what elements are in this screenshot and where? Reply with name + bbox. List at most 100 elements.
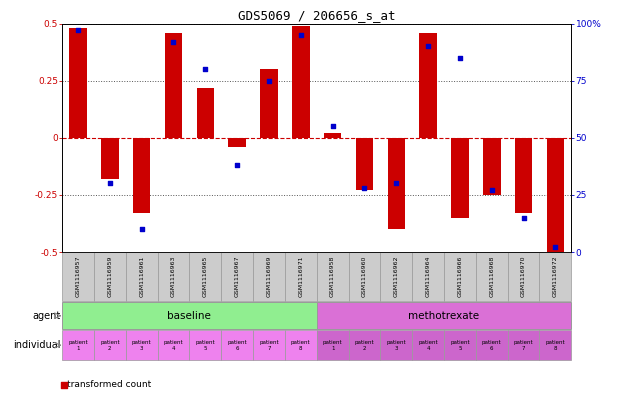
Text: GSM1116964: GSM1116964 bbox=[425, 256, 430, 298]
Text: GSM1116961: GSM1116961 bbox=[139, 256, 144, 298]
Bar bbox=[229, 138, 246, 147]
Text: patient
8: patient 8 bbox=[291, 340, 310, 351]
Point bbox=[391, 180, 401, 187]
Text: agent: agent bbox=[32, 311, 60, 321]
Bar bbox=[540, 252, 571, 301]
Text: patient
3: patient 3 bbox=[132, 340, 152, 351]
Bar bbox=[412, 252, 444, 301]
Bar bbox=[444, 252, 476, 301]
Bar bbox=[508, 330, 540, 360]
Point bbox=[487, 187, 497, 193]
Text: GSM1116958: GSM1116958 bbox=[330, 256, 335, 298]
Point bbox=[519, 215, 528, 221]
Text: GSM1116960: GSM1116960 bbox=[362, 256, 367, 298]
Bar bbox=[515, 138, 532, 213]
Point bbox=[264, 77, 274, 84]
Bar bbox=[483, 138, 501, 195]
Text: baseline: baseline bbox=[168, 311, 211, 321]
Bar bbox=[292, 26, 309, 138]
Bar bbox=[70, 28, 87, 138]
Bar bbox=[388, 138, 405, 229]
Bar bbox=[317, 330, 348, 360]
Text: GSM1116972: GSM1116972 bbox=[553, 256, 558, 298]
Point bbox=[360, 185, 369, 191]
Bar bbox=[189, 252, 221, 301]
Bar bbox=[451, 138, 469, 218]
Text: GSM1116967: GSM1116967 bbox=[235, 256, 240, 298]
Text: GSM1116971: GSM1116971 bbox=[298, 256, 303, 298]
Bar bbox=[62, 252, 94, 301]
Bar bbox=[476, 330, 508, 360]
Bar bbox=[508, 252, 540, 301]
Bar bbox=[348, 330, 380, 360]
Bar bbox=[125, 252, 158, 301]
Text: patient
2: patient 2 bbox=[355, 340, 374, 351]
Text: transformed count: transformed count bbox=[67, 380, 151, 389]
Bar bbox=[285, 252, 317, 301]
Text: patient
1: patient 1 bbox=[68, 340, 88, 351]
Bar bbox=[158, 330, 189, 360]
Bar bbox=[253, 252, 285, 301]
Text: patient
6: patient 6 bbox=[227, 340, 247, 351]
Bar bbox=[419, 33, 437, 138]
Point bbox=[423, 43, 433, 50]
Text: GSM1116965: GSM1116965 bbox=[203, 256, 208, 298]
Text: methotrexate: methotrexate bbox=[409, 311, 479, 321]
Bar bbox=[189, 330, 221, 360]
Title: GDS5069 / 206656_s_at: GDS5069 / 206656_s_at bbox=[238, 9, 396, 22]
Bar bbox=[221, 252, 253, 301]
Text: patient
7: patient 7 bbox=[259, 340, 279, 351]
Bar bbox=[94, 252, 125, 301]
Point bbox=[201, 66, 211, 72]
Bar bbox=[356, 138, 373, 190]
Text: individual: individual bbox=[12, 340, 60, 350]
Point bbox=[168, 39, 178, 45]
Point bbox=[137, 226, 147, 232]
Bar bbox=[540, 330, 571, 360]
Text: patient
5: patient 5 bbox=[450, 340, 469, 351]
Text: patient
7: patient 7 bbox=[514, 340, 533, 351]
Point bbox=[73, 27, 83, 33]
Text: patient
1: patient 1 bbox=[323, 340, 342, 351]
Text: GSM1116966: GSM1116966 bbox=[458, 256, 463, 298]
Point bbox=[328, 123, 338, 130]
Bar bbox=[317, 302, 571, 329]
Text: GSM1116970: GSM1116970 bbox=[521, 256, 526, 298]
Point bbox=[232, 162, 242, 168]
Bar bbox=[197, 88, 214, 138]
Bar bbox=[62, 330, 94, 360]
Text: patient
2: patient 2 bbox=[100, 340, 120, 351]
Text: patient
4: patient 4 bbox=[419, 340, 438, 351]
Text: GSM1116969: GSM1116969 bbox=[266, 256, 271, 298]
Bar bbox=[101, 138, 119, 179]
Bar bbox=[221, 330, 253, 360]
Text: patient
3: patient 3 bbox=[386, 340, 406, 351]
Bar bbox=[444, 330, 476, 360]
Text: GSM1116968: GSM1116968 bbox=[489, 256, 494, 298]
Bar bbox=[476, 252, 508, 301]
Bar bbox=[165, 33, 182, 138]
Point bbox=[296, 32, 306, 38]
Bar bbox=[94, 330, 125, 360]
Bar bbox=[253, 330, 285, 360]
Bar bbox=[412, 330, 444, 360]
Bar bbox=[546, 138, 564, 252]
Point bbox=[550, 244, 560, 251]
Bar bbox=[125, 330, 158, 360]
Bar bbox=[285, 330, 317, 360]
Text: patient
8: patient 8 bbox=[546, 340, 565, 351]
Bar bbox=[348, 252, 380, 301]
Bar bbox=[380, 252, 412, 301]
Point bbox=[59, 382, 69, 388]
Text: GSM1116957: GSM1116957 bbox=[76, 256, 81, 298]
Bar bbox=[62, 302, 317, 329]
Bar bbox=[317, 252, 348, 301]
Text: GSM1116963: GSM1116963 bbox=[171, 256, 176, 298]
Bar bbox=[380, 330, 412, 360]
Text: GSM1116962: GSM1116962 bbox=[394, 256, 399, 298]
Bar bbox=[158, 252, 189, 301]
Bar bbox=[324, 133, 342, 138]
Text: patient
6: patient 6 bbox=[482, 340, 502, 351]
Text: patient
4: patient 4 bbox=[164, 340, 183, 351]
Point bbox=[105, 180, 115, 187]
